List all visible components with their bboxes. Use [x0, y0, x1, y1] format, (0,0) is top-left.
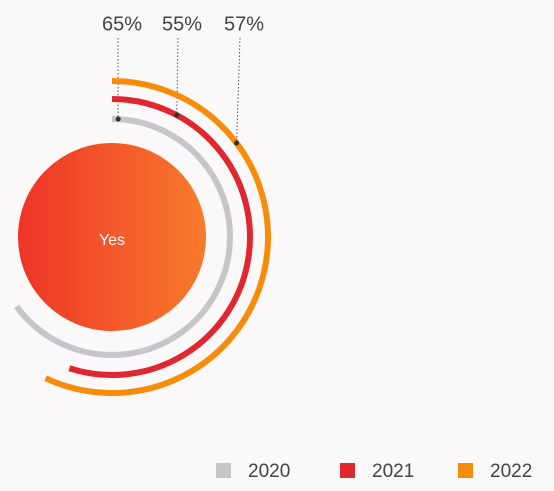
legend-label: 2021 [372, 461, 414, 482]
value-label: 55% [162, 13, 202, 35]
leader-dot [116, 117, 121, 122]
legend-label: 2022 [490, 461, 532, 482]
leader-dot [234, 141, 239, 146]
leader-dot [174, 113, 179, 118]
legend-swatch [458, 463, 473, 478]
legend-label: 2020 [248, 461, 290, 482]
legend-swatch [340, 463, 355, 478]
value-label: 65% [102, 13, 142, 35]
legend-swatch [216, 463, 231, 478]
leader-line [237, 38, 240, 143]
value-label: 57% [224, 13, 264, 35]
center-label: Yes [99, 232, 125, 249]
leader-line [177, 38, 178, 115]
